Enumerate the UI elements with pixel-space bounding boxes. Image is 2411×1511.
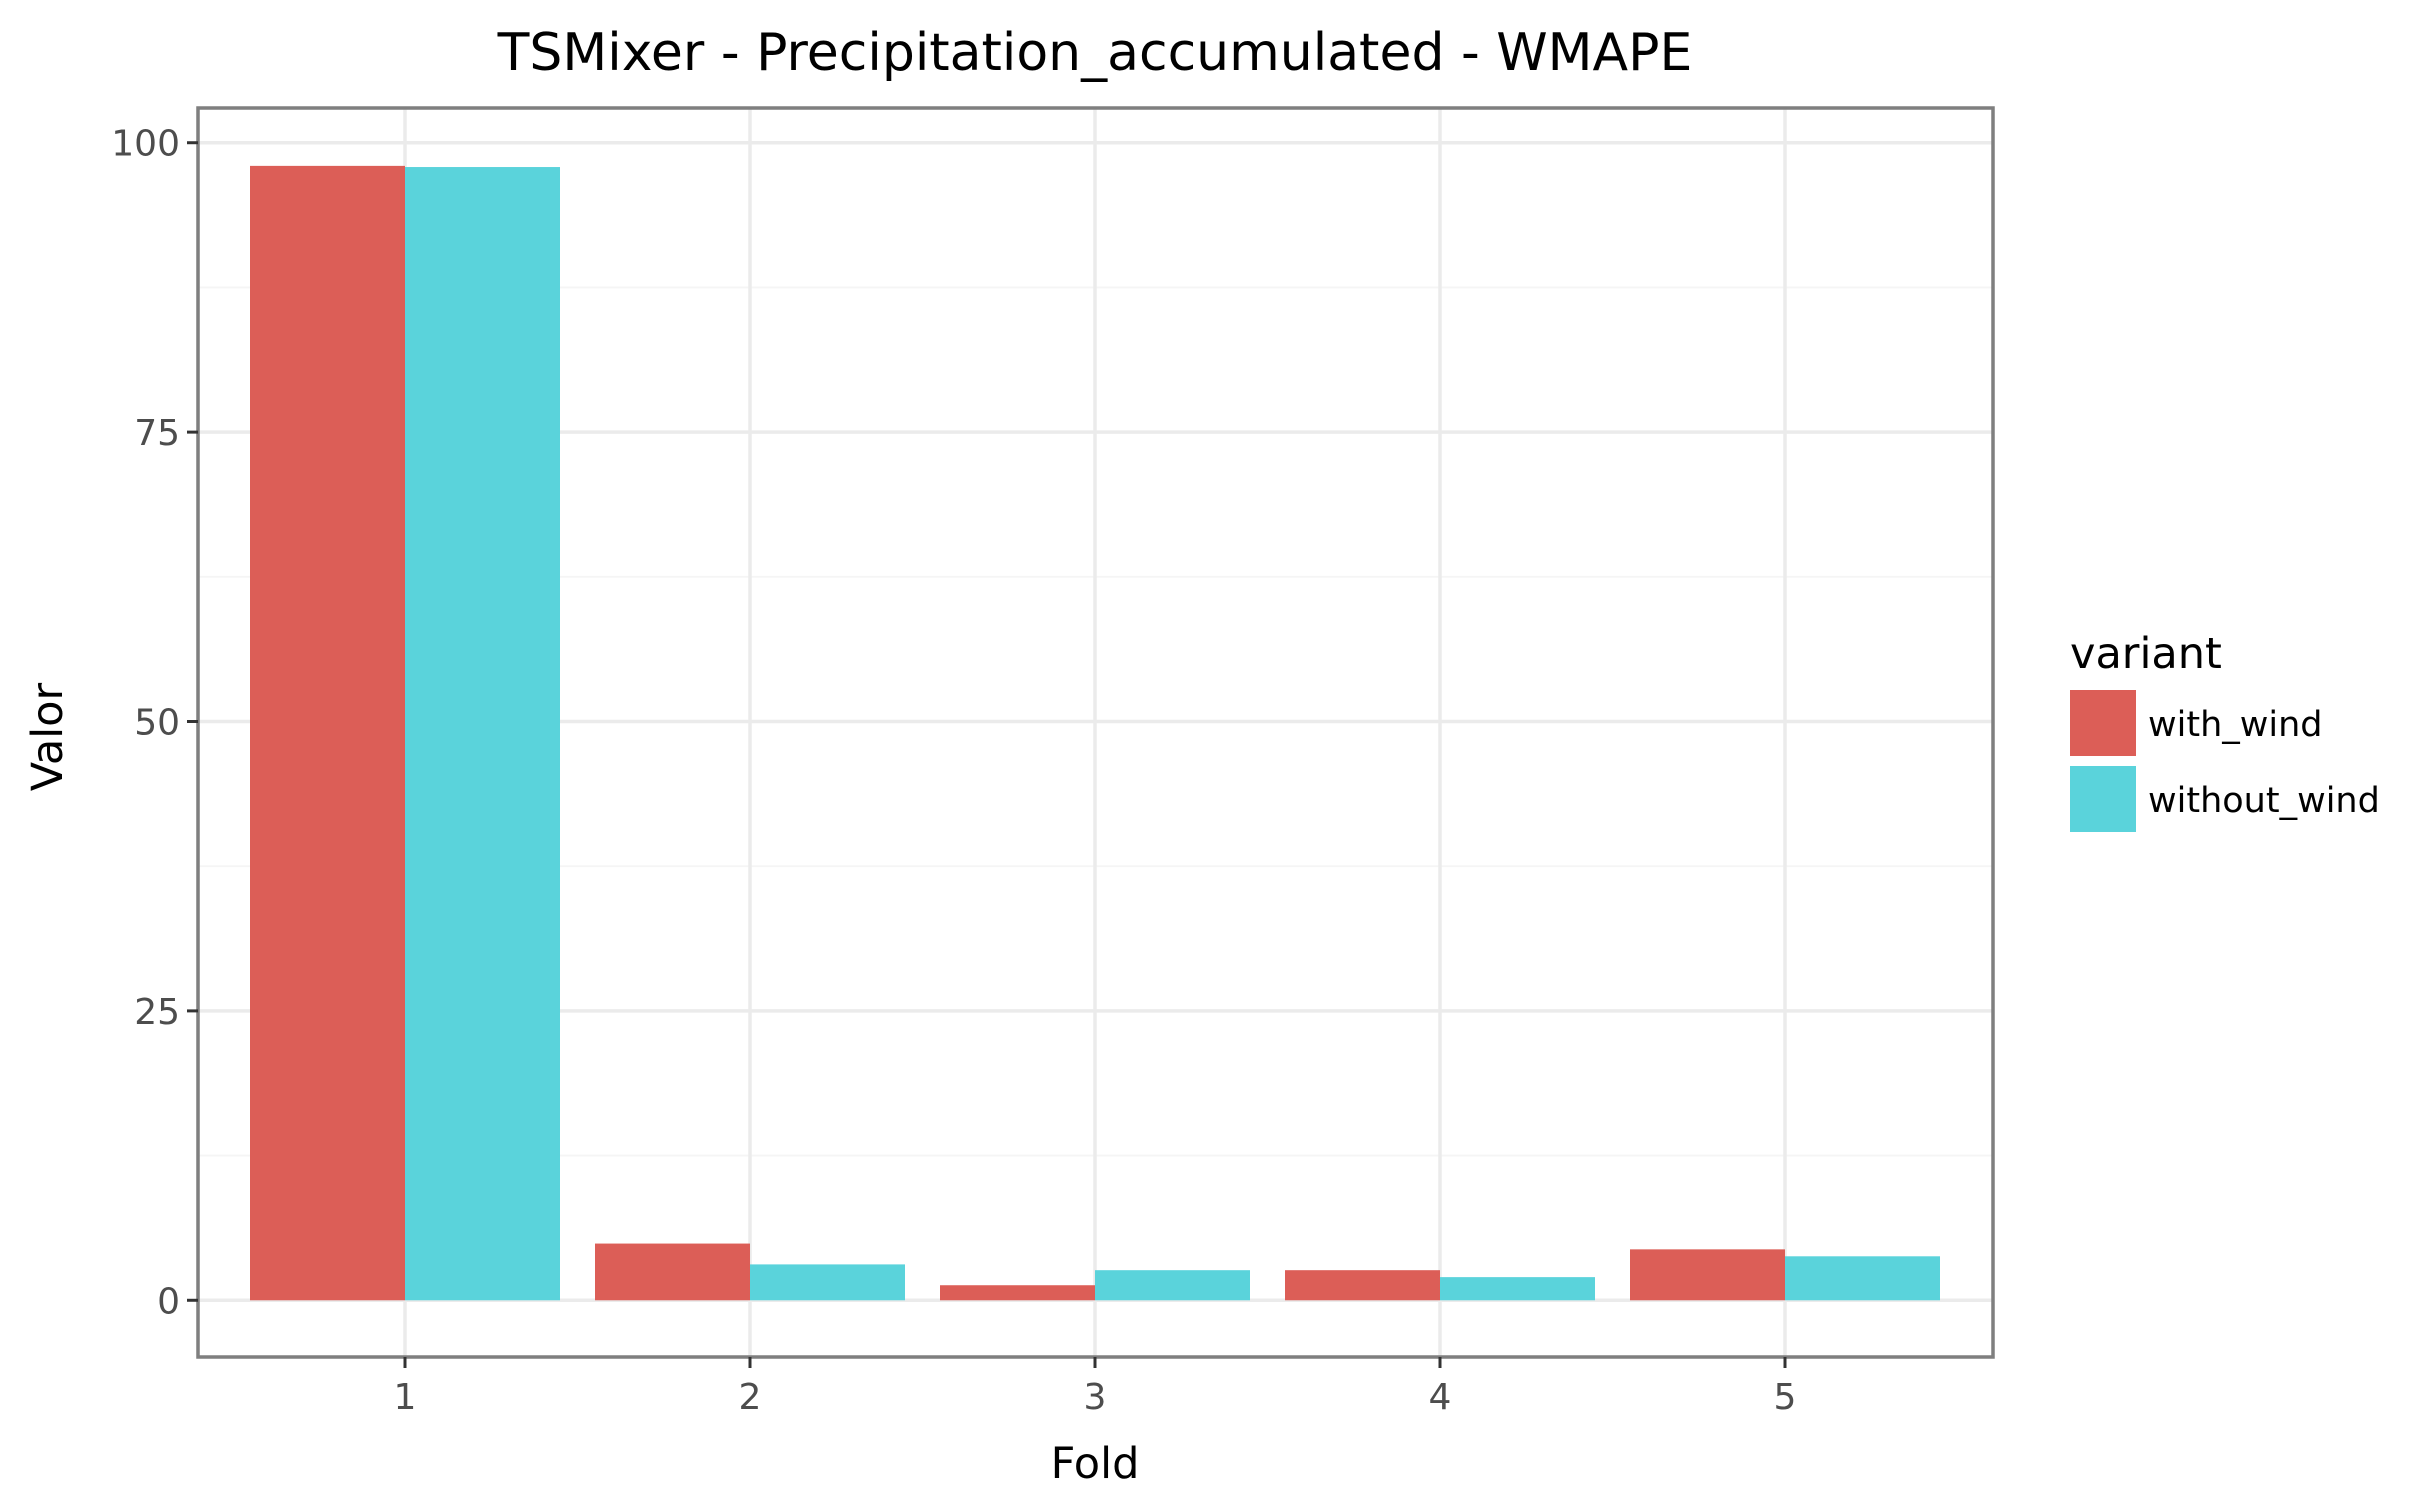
bar-with_wind-fold-1 xyxy=(250,165,405,1301)
y-tick-label: 75 xyxy=(134,413,180,454)
legend-key-without_wind xyxy=(2070,766,2136,832)
x-tick-label: 1 xyxy=(394,1377,417,1418)
legend-label-with_wind: with_wind xyxy=(2148,705,2323,745)
bar-without_wind-fold-5 xyxy=(1785,1256,1940,1301)
x-tick-label: 5 xyxy=(1774,1377,1797,1418)
plot-panel: 0 25 50 75 100 1 2 3 4 5 xyxy=(111,106,1995,1418)
y-tick-label: 50 xyxy=(134,703,180,744)
bar-with_wind-fold-5 xyxy=(1630,1249,1785,1301)
bar-without_wind-fold-4 xyxy=(1440,1277,1595,1301)
bar-with_wind-fold-4 xyxy=(1285,1270,1440,1301)
bar-without_wind-fold-2 xyxy=(750,1264,905,1301)
x-tick-label: 4 xyxy=(1429,1377,1452,1418)
legend-label-without_wind: without_wind xyxy=(2148,781,2380,821)
y-tick-label: 25 xyxy=(134,992,180,1033)
chart-title: TSMixer - Precipitation_accumulated - WM… xyxy=(497,23,1693,83)
bar-without_wind-fold-1 xyxy=(405,167,560,1301)
legend-key-with_wind xyxy=(2070,690,2136,756)
legend: variant with_wind without_wind xyxy=(2070,629,2380,832)
x-tick-label: 3 xyxy=(1084,1377,1107,1418)
y-tick-label: 0 xyxy=(157,1281,180,1322)
x-tick-label: 2 xyxy=(739,1377,762,1418)
x-axis-title: Fold xyxy=(1051,1439,1140,1489)
y-axis-title: Valor xyxy=(23,683,73,792)
bar-with_wind-fold-2 xyxy=(595,1243,750,1301)
bar-without_wind-fold-3 xyxy=(1095,1270,1250,1301)
bar-with_wind-fold-3 xyxy=(940,1285,1095,1301)
legend-title: variant xyxy=(2070,629,2222,679)
y-tick-label: 100 xyxy=(111,124,180,165)
